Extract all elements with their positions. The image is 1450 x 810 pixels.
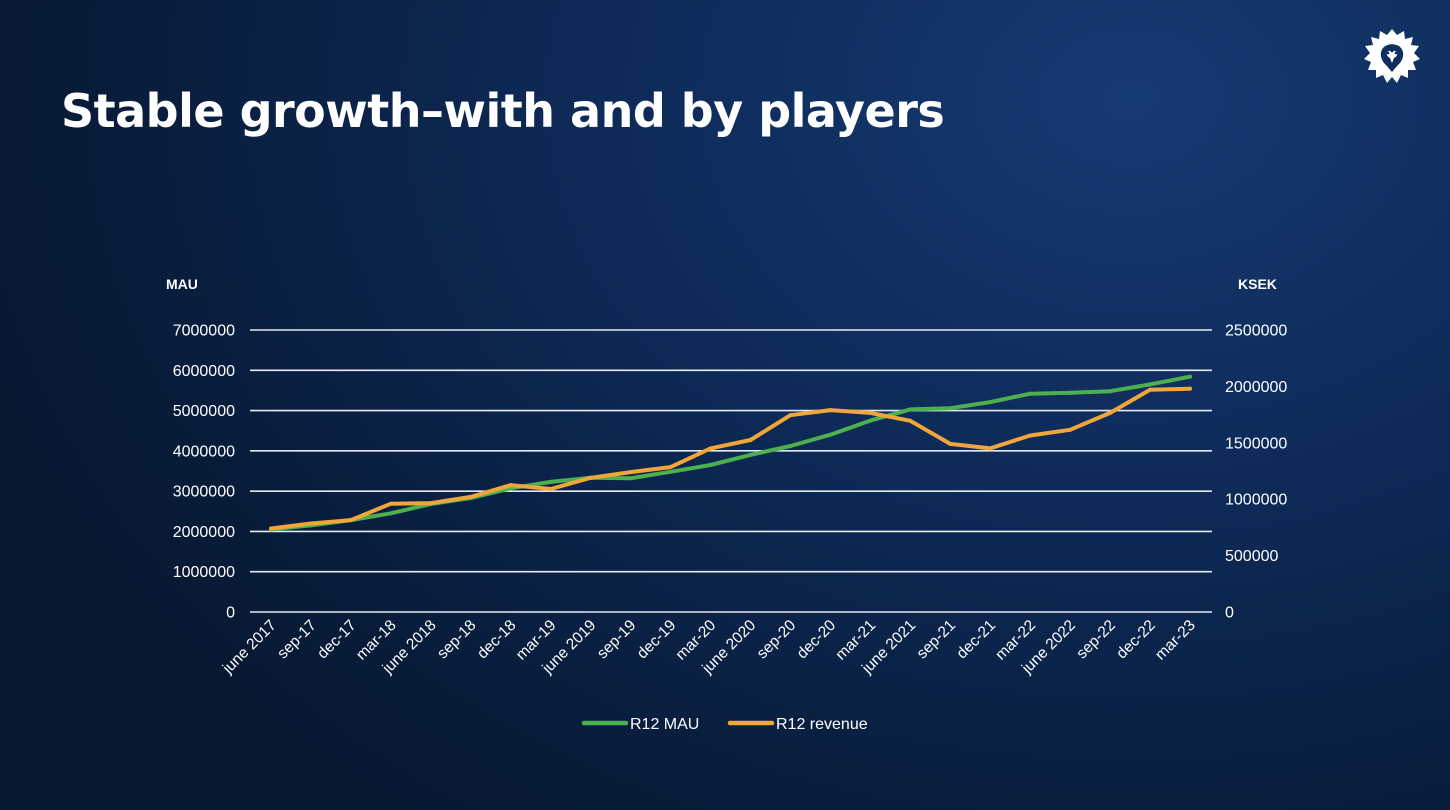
- data-point: [269, 526, 273, 531]
- x-tick-label: sep-17: [274, 617, 320, 663]
- y-axis-left-ticks: 0 1000000 2000000 3000000 4000000 5000000 6000…: [173, 323, 235, 622]
- data-point: [948, 406, 953, 411]
- y-tick-left-label: 0: [226, 605, 235, 622]
- data-point: [308, 521, 313, 526]
- data-point: [708, 462, 713, 467]
- x-tick-label: sep-22: [1073, 617, 1119, 663]
- data-point: [668, 469, 673, 474]
- data-point: [548, 487, 553, 492]
- y-tick-left-label: 5000000: [173, 403, 235, 420]
- series-revenue: [269, 386, 1192, 531]
- x-tick-label: sep-21: [914, 617, 960, 663]
- y-tick-right-label: 2500000: [1225, 323, 1287, 340]
- data-point: [388, 501, 393, 506]
- data-point: [908, 407, 913, 412]
- data-point: [1068, 427, 1073, 432]
- x-tick-label: dec-19: [634, 617, 680, 663]
- data-point: [708, 446, 713, 451]
- y-tick-left-label: 3000000: [173, 484, 235, 501]
- data-point: [748, 452, 753, 457]
- y-tick-right-label: 0: [1225, 605, 1234, 622]
- legend: R12 MAU R12 revenue: [581, 716, 868, 733]
- data-point: [1108, 389, 1113, 394]
- slide-title: Stable growth–with and by players: [61, 84, 945, 138]
- x-tick-label: dec-22: [1113, 617, 1159, 663]
- legend-label: R12 MAU: [630, 716, 699, 733]
- data-point: [668, 465, 673, 470]
- y-axis-right-title: KSEK: [1238, 276, 1277, 292]
- y-tick-left-label: 2000000: [173, 524, 235, 541]
- data-point: [548, 479, 553, 484]
- y-axis-left-title: MAU: [166, 276, 198, 292]
- x-tick-label: mar-23: [1152, 617, 1199, 664]
- data-point: [348, 518, 353, 523]
- data-point: [628, 476, 633, 481]
- x-tick-label: sep-20: [754, 617, 800, 663]
- data-point: [1028, 391, 1033, 396]
- data-point: [1028, 433, 1033, 438]
- x-tick-label: dec-18: [474, 617, 520, 663]
- legend-item: R12 MAU: [581, 716, 699, 733]
- y-tick-left-label: 4000000: [173, 443, 235, 460]
- data-point: [1068, 390, 1073, 395]
- data-point: [468, 494, 473, 499]
- data-point: [988, 446, 993, 451]
- data-point: [868, 410, 873, 415]
- data-point: [788, 444, 793, 449]
- series-mau: [269, 374, 1192, 532]
- data-point: [588, 475, 593, 480]
- data-point: [908, 418, 913, 423]
- legend-label: R12 revenue: [776, 716, 868, 733]
- y-axis-right-ticks: 0 500000 1000000 1500000 2000000 2500000: [1225, 323, 1287, 622]
- data-point: [988, 400, 993, 405]
- paradox-logo-icon: [1364, 29, 1420, 83]
- data-point: [1148, 382, 1153, 387]
- y-tick-right-label: 2000000: [1225, 379, 1287, 396]
- y-tick-right-label: 500000: [1225, 548, 1278, 565]
- data-point: [1108, 410, 1113, 415]
- x-tick-label: sep-18: [434, 617, 480, 663]
- x-tick-label: sep-19: [594, 617, 640, 663]
- y-tick-left-label: 7000000: [173, 323, 235, 340]
- data-point: [1148, 387, 1153, 392]
- legend-item: R12 revenue: [727, 716, 868, 733]
- y-tick-left-label: 1000000: [173, 564, 235, 581]
- gridlines: [250, 329, 1212, 613]
- series-line: [269, 386, 1192, 531]
- x-tick-label: june 2017: [219, 617, 280, 678]
- x-tick-label: dec-17: [314, 617, 360, 663]
- data-point: [828, 432, 833, 437]
- data-point: [828, 408, 833, 413]
- data-point: [948, 441, 953, 446]
- data-point: [428, 501, 433, 506]
- data-point: [628, 470, 633, 475]
- data-point: [388, 511, 393, 516]
- data-point: [1188, 386, 1192, 391]
- data-point: [748, 437, 753, 442]
- data-point: [788, 413, 793, 418]
- y-tick-right-label: 1500000: [1225, 435, 1287, 452]
- x-tick-label: dec-21: [954, 617, 1000, 663]
- data-point: [1188, 374, 1192, 379]
- data-point: [508, 483, 513, 488]
- y-tick-left-label: 6000000: [173, 363, 235, 380]
- series-line: [269, 374, 1192, 532]
- x-tick-label: dec-20: [794, 617, 840, 663]
- data-point: [868, 418, 873, 423]
- y-tick-right-label: 1000000: [1225, 492, 1287, 509]
